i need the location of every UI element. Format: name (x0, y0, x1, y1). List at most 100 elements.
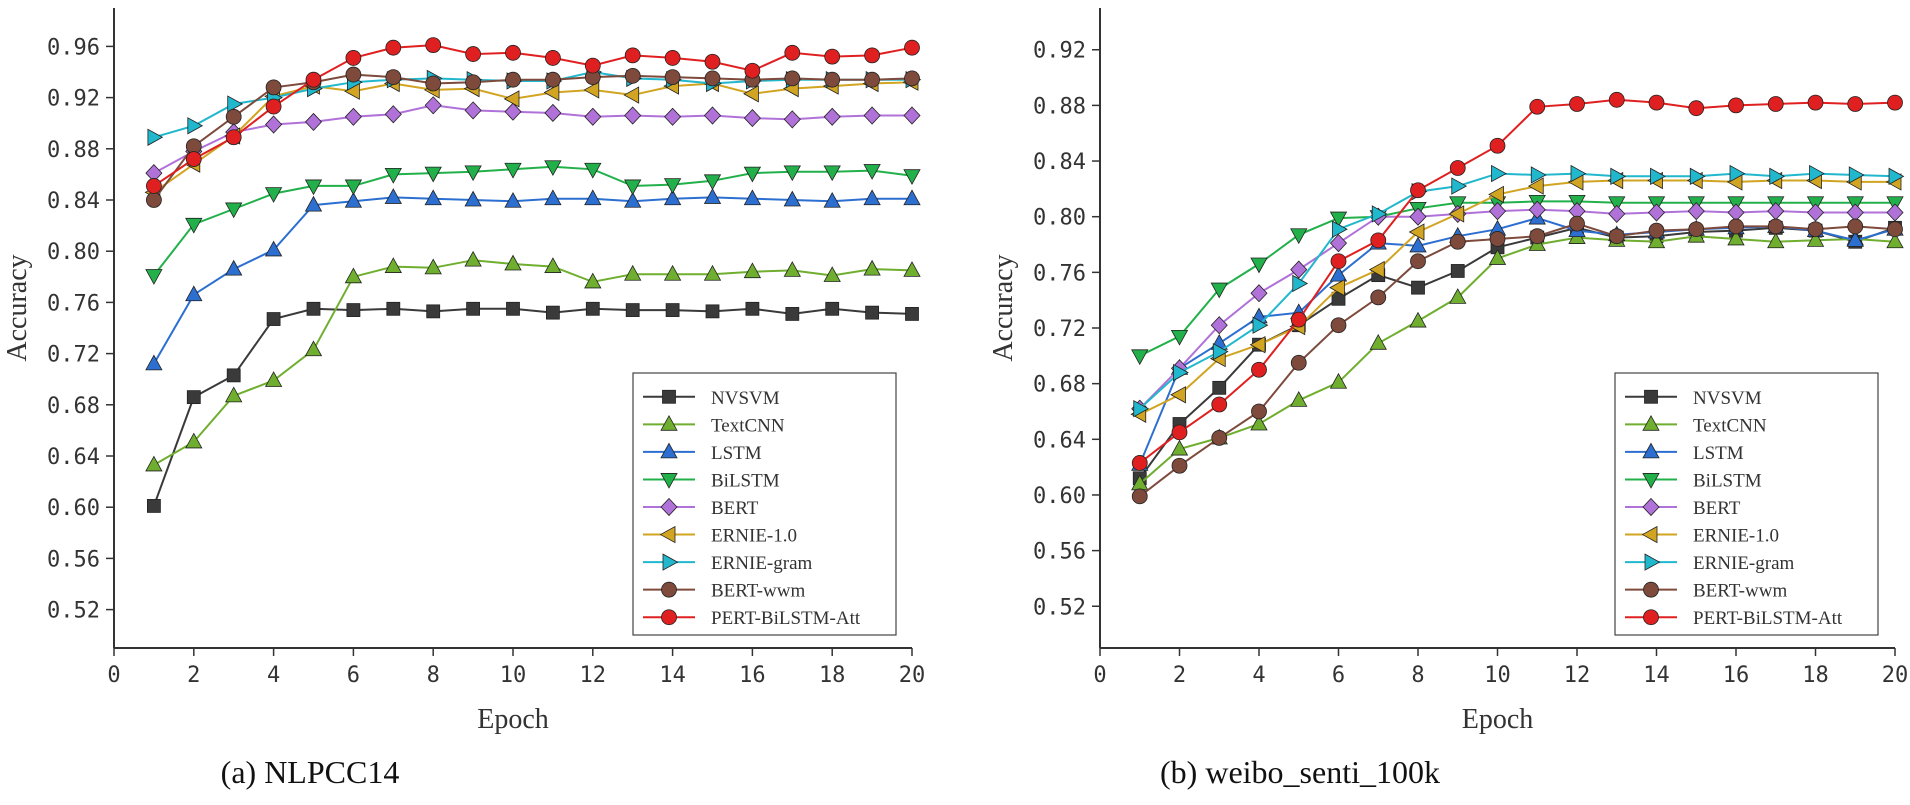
legend-item: LSTM (1625, 442, 1744, 464)
data-point (385, 69, 402, 86)
y-tick-label: 0.76 (47, 291, 100, 316)
x-tick-label: 0 (107, 663, 120, 688)
data-point (1530, 166, 1547, 184)
data-point (145, 269, 163, 285)
y-axis-label: Accuracy (988, 254, 1019, 361)
x-tick-label: 20 (899, 663, 926, 688)
data-point (784, 70, 801, 87)
data-point (1886, 203, 1904, 222)
data-point (505, 44, 521, 61)
data-point (384, 188, 402, 204)
x-tick-label: 18 (1802, 663, 1829, 688)
data-point (623, 86, 640, 104)
data-point (465, 74, 482, 91)
data-point (425, 37, 442, 54)
data-point (624, 106, 642, 125)
data-point (743, 262, 762, 279)
data-point (705, 304, 720, 319)
y-tick-label: 0.80 (1033, 206, 1086, 231)
data-point (1450, 264, 1465, 278)
data-point (1409, 207, 1427, 226)
data-point (1569, 215, 1585, 232)
data-point (1807, 221, 1824, 238)
legend-marker (1644, 553, 1661, 571)
data-point (346, 303, 361, 317)
data-point (1848, 166, 1865, 184)
data-point (904, 39, 920, 56)
data-point (1806, 231, 1825, 247)
series-line (153, 104, 912, 174)
legend-marker (1642, 497, 1660, 517)
data-point (783, 190, 801, 207)
legend-marker (1644, 389, 1658, 404)
data-point (704, 70, 721, 87)
data-point (1809, 164, 1825, 183)
data-point (304, 340, 323, 357)
legend-marker (662, 553, 679, 571)
data-point (784, 44, 801, 61)
data-point (1608, 204, 1626, 223)
data-point (1409, 236, 1427, 253)
legend-label: NVSVM (711, 388, 780, 409)
data-point (743, 166, 762, 183)
data-point (1648, 94, 1665, 111)
x-tick-label: 14 (1643, 663, 1670, 688)
x-tick-label: 4 (1252, 663, 1265, 688)
data-point (1727, 229, 1745, 246)
data-point (305, 71, 322, 88)
y-tick-label: 0.56 (47, 547, 100, 572)
legend-marker (1641, 525, 1658, 544)
series-bert-wwm (1131, 215, 1903, 505)
data-point (703, 188, 722, 204)
x-tick-label: 6 (347, 663, 360, 688)
data-point (226, 368, 241, 383)
data-point (1290, 228, 1308, 245)
legend-label: TextCNN (1693, 415, 1767, 436)
data-point (663, 189, 682, 206)
y-tick-label: 0.76 (1033, 261, 1086, 286)
y-tick-label: 0.52 (47, 599, 100, 624)
data-point (664, 107, 682, 126)
x-tick-label: 10 (1484, 663, 1511, 688)
data-point (1329, 278, 1345, 297)
legend-item: TextCNN (643, 415, 785, 436)
data-point (1647, 203, 1666, 222)
data-point (227, 95, 244, 113)
legend-item: PERT-BiLSTM-Att (643, 608, 861, 629)
series-pert-bilstm-att (1131, 91, 1903, 471)
data-point (785, 307, 800, 321)
data-point (1648, 222, 1665, 239)
data-point (185, 285, 203, 302)
data-point (1368, 260, 1385, 279)
series-pert-bilstm-att (145, 37, 920, 194)
data-point (344, 107, 362, 126)
data-point (1251, 361, 1267, 378)
series-bilstm (1131, 194, 1904, 366)
data-point (1846, 203, 1864, 222)
data-point (1887, 221, 1903, 238)
data-point (386, 301, 401, 316)
data-point (544, 257, 562, 273)
legend-label: NVSVM (1693, 388, 1762, 409)
data-point (1370, 289, 1387, 306)
data-point (505, 71, 521, 88)
data-point (1887, 94, 1903, 111)
y-tick-label: 0.72 (47, 343, 100, 368)
data-point (1410, 182, 1426, 199)
data-point (1449, 160, 1466, 176)
data-point (185, 217, 203, 234)
legend-label: ERNIE-gram (711, 553, 813, 574)
data-point (1488, 249, 1507, 265)
data-point (584, 57, 601, 74)
series-ernie-1-0 (144, 73, 919, 201)
legend-box (632, 372, 897, 636)
data-point (624, 67, 641, 84)
data-point (1131, 349, 1149, 366)
data-point (465, 46, 482, 62)
data-point (1170, 329, 1189, 346)
legend-marker (660, 473, 678, 489)
data-point (424, 189, 442, 206)
data-point (904, 70, 920, 87)
x-tick-label: 10 (500, 663, 527, 688)
legend-box (1614, 372, 1879, 636)
